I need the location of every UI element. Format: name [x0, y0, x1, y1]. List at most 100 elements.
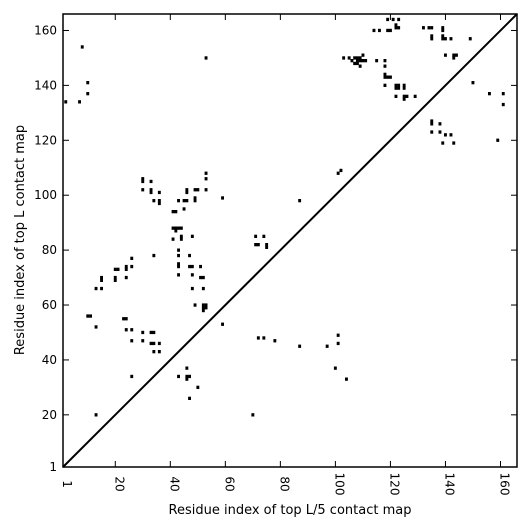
contact-point [441, 34, 445, 38]
contact-point [89, 314, 92, 318]
contact-point [422, 26, 425, 30]
x-tick-label: 20 [112, 476, 126, 491]
contact-point [94, 286, 98, 291]
contact-point [94, 413, 98, 417]
contact-point [204, 306, 208, 310]
contact-point [336, 341, 340, 346]
contact-point [130, 374, 134, 379]
contact-point [452, 141, 456, 145]
contact-point [325, 344, 329, 348]
contact-point [100, 286, 103, 291]
x-tick-label: 140 [442, 473, 456, 496]
contact-point [333, 366, 337, 370]
contact-point [204, 303, 208, 307]
contact-point [358, 56, 362, 60]
contact-point [353, 56, 357, 60]
contact-point [444, 133, 447, 137]
contact-point [402, 97, 406, 101]
contact-point [171, 210, 175, 214]
contact-point [188, 264, 191, 269]
contact-point [488, 92, 491, 96]
contact-point [375, 59, 379, 63]
y-tick-label: 40 [42, 353, 57, 367]
x-tick-label: 120 [387, 473, 401, 496]
contact-point [501, 92, 505, 96]
contact-point [256, 243, 260, 247]
contact-point [116, 267, 120, 271]
x-axis-label: Residue index of top L/5 contact map [169, 503, 412, 518]
contact-point [441, 37, 445, 41]
contact-point [179, 226, 183, 230]
contact-point [361, 53, 365, 57]
contact-point [100, 275, 103, 280]
contact-point [190, 273, 194, 277]
contact-point [157, 201, 161, 206]
contact-point [298, 199, 302, 203]
contact-point [441, 28, 445, 33]
contact-point [157, 341, 161, 346]
contact-point [345, 377, 348, 381]
contact-point [449, 37, 453, 41]
contact-point [397, 17, 401, 22]
contact-point [455, 53, 458, 57]
contact-point [188, 396, 191, 400]
contact-point [94, 325, 98, 329]
contact-point [356, 56, 359, 60]
contact-point [358, 64, 362, 68]
contact-point [413, 94, 417, 98]
contact-point [177, 273, 180, 277]
contact-point [149, 179, 153, 184]
contact-point [130, 339, 134, 343]
contact-point [204, 188, 208, 192]
contact-point [204, 171, 208, 175]
contact-point [86, 314, 90, 318]
contact-point [177, 199, 180, 203]
contact-point [157, 190, 161, 195]
contact-point [152, 330, 156, 335]
contact-point [188, 374, 191, 379]
contact-point [174, 226, 178, 230]
contact-point [441, 26, 445, 30]
contact-point [193, 199, 197, 203]
contact-point [124, 317, 128, 321]
contact-point [177, 374, 180, 379]
contact-point [394, 23, 398, 27]
contact-point [130, 264, 134, 269]
contact-point [438, 122, 442, 126]
contact-point [444, 53, 447, 57]
contact-point [199, 264, 202, 269]
contact-point [262, 234, 266, 238]
contact-point [177, 264, 180, 269]
contact-point [394, 83, 398, 87]
contact-point [130, 256, 134, 260]
contact-point [182, 199, 186, 203]
contact-point [196, 188, 200, 192]
contact-point [430, 26, 434, 30]
contact-point [358, 59, 362, 63]
contact-point [185, 374, 189, 379]
contact-point [174, 210, 178, 214]
contact-point [430, 122, 434, 126]
contact-point [353, 61, 357, 66]
contact-point [141, 339, 145, 343]
contact-point [201, 275, 205, 280]
contact-point [251, 413, 255, 417]
contact-point [152, 341, 156, 346]
contact-point [185, 199, 189, 203]
contact-point [496, 138, 500, 142]
contact-point [221, 196, 224, 200]
contact-point [190, 234, 194, 238]
contact-point [402, 94, 406, 98]
contact-point [378, 28, 381, 33]
contact-point [124, 328, 128, 332]
x-tick-label: 1 [60, 480, 74, 488]
y-tick-label: 1 [49, 460, 57, 474]
y-tick-label: 80 [42, 243, 57, 257]
contact-point [430, 34, 434, 38]
contact-point [157, 199, 161, 203]
contact-point [149, 341, 153, 346]
contact-point [201, 308, 205, 313]
contact-point [452, 56, 456, 60]
contact-point [64, 100, 68, 104]
